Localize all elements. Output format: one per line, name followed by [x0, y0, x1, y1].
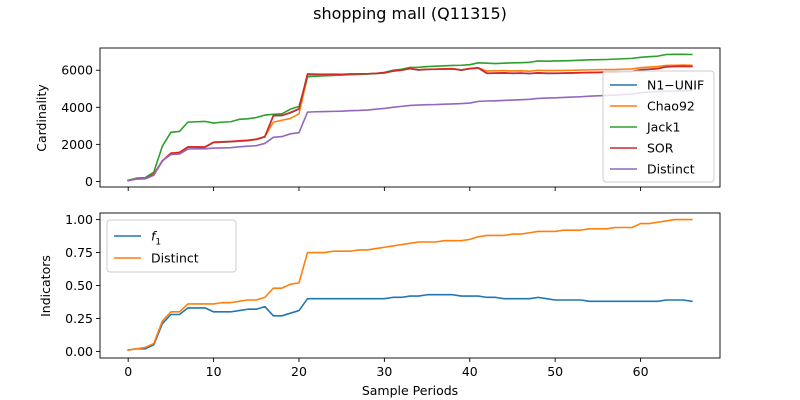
legend-label-main: f [151, 229, 157, 244]
indicators-x-tick-label: 10 [206, 364, 222, 379]
cardinality-legend: N1−UNIF Chao92 Jack1 SOR Distinct [602, 70, 715, 183]
indicators-legend-box [106, 219, 237, 273]
cardinality-legend-label-sor: SOR [647, 141, 674, 156]
indicators-x-tick-label: 30 [376, 364, 392, 379]
indicators-y-tick-label: 0.25 [65, 311, 93, 326]
cardinality-series-line-distinct [127, 89, 693, 182]
cardinality-legend-box [602, 70, 715, 183]
indicators-y-tick-label: 0.50 [65, 278, 93, 293]
indicators-legend-label-f1: f1 [151, 229, 161, 248]
indicators-y-tick-label: 0.00 [65, 344, 93, 359]
cardinality-legend-label-jack1: Jack1 [646, 120, 680, 135]
indicators-series-lines [127, 218, 693, 352]
cardinality-y-tick-label: 0 [85, 174, 93, 189]
cardinality-axes-frame [99, 47, 721, 188]
cardinality-y-tick-label: 4000 [61, 100, 93, 115]
indicators-x-tick-label: 0 [124, 364, 132, 379]
cardinality-series-lines [127, 53, 693, 182]
indicators-legend-label-distinct: Distinct [151, 251, 199, 266]
cardinality-series-line-jack1 [127, 53, 693, 182]
chart-title: shopping mall (Q11315) [313, 4, 507, 23]
indicators-y-tick-label: 0.75 [65, 245, 93, 260]
indicators-legend: f1 Distinct [106, 219, 237, 273]
cardinality-legend-label-chao92: Chao92 [647, 99, 695, 114]
legend-label-subscript: 1 [155, 238, 161, 248]
indicators-y-tick-label: 1.00 [65, 212, 93, 227]
cardinality-y-axis-label: Cardinality [34, 84, 49, 152]
cardinality-legend-label-n1-unif: N1−UNIF [647, 78, 704, 93]
cardinality-ticks: 0 2000 4000 6000 [61, 63, 642, 191]
indicators-x-tick-label: 60 [633, 364, 649, 379]
indicators-series-line-f1 [127, 293, 693, 352]
cardinality-legend-label-distinct: Distinct [647, 162, 695, 177]
cardinality-y-tick-label: 2000 [61, 137, 93, 152]
indicators-y-axis-label: Indicators [38, 255, 53, 317]
cardinality-series-line-sor [127, 65, 693, 182]
cardinality-y-tick-label: 6000 [61, 63, 93, 78]
indicators-series-line-distinct [127, 218, 693, 352]
indicators-x-tick-label: 40 [462, 364, 478, 379]
indicators-axes: 0 10 20 30 40 50 60 0.00 0.25 0.50 0.75 1.00 Indica… [38, 212, 721, 398]
x-axis-label: Sample Periods [362, 383, 458, 398]
cardinality-axes: 0 2000 4000 6000 Cardinality N1−UNIF Chao92 J… [34, 47, 721, 191]
indicators-ticks: 0 10 20 30 40 50 60 0.00 0.25 0.50 0.75 1.00 [65, 212, 648, 379]
indicators-x-tick-label: 50 [547, 364, 563, 379]
indicators-x-tick-label: 20 [291, 364, 307, 379]
